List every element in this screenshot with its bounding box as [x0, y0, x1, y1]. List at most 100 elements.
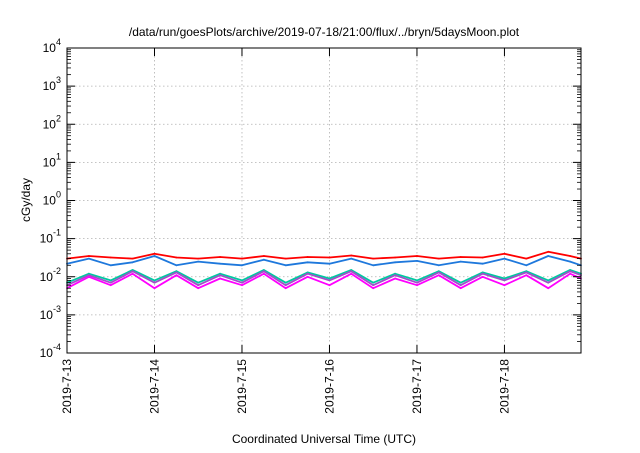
series-2-point	[437, 264, 440, 267]
series-2-point	[569, 260, 571, 263]
series-3-point	[109, 279, 112, 282]
series-2-point	[109, 264, 112, 267]
x-tick-label: 2019-7-16	[322, 359, 336, 414]
series-5-point	[306, 275, 309, 278]
axis-ticks	[66, 47, 581, 354]
y-tick-label: 104	[43, 37, 61, 55]
series-5-point	[109, 284, 112, 287]
series-2-point	[328, 262, 331, 265]
series-3-point	[306, 271, 309, 274]
y-tick-label: 10-1	[40, 228, 61, 246]
series-3-point	[459, 281, 462, 284]
series-1-point	[153, 252, 156, 255]
series-5-point	[459, 287, 462, 290]
series-3-point	[328, 277, 331, 280]
series-1-point	[503, 252, 506, 255]
series-1-point	[416, 255, 418, 257]
series-1-point	[131, 257, 134, 260]
series-2-point	[241, 264, 243, 267]
series-4-point	[241, 281, 243, 284]
series-4-point	[350, 270, 353, 273]
series-5-point	[525, 274, 528, 277]
series-4-point	[547, 281, 550, 284]
y-tick-label: 103	[43, 75, 61, 93]
series-4-point	[153, 281, 156, 284]
series-4-point	[328, 279, 331, 282]
series-4-point	[372, 284, 375, 287]
series-1-point	[109, 256, 112, 259]
series-1-point	[306, 256, 309, 258]
series-4-point	[569, 270, 571, 273]
series-5-point	[547, 287, 550, 290]
series-2-point	[372, 264, 375, 267]
y-tick-label: 100	[43, 190, 61, 208]
y-tick-label: 101	[43, 151, 61, 169]
series-3-point	[394, 272, 396, 275]
series-5-point	[481, 275, 484, 278]
series-4-point	[219, 274, 222, 277]
series-group	[66, 250, 582, 290]
series-5-point	[219, 277, 222, 280]
series-1-point	[219, 256, 222, 258]
series-4-point	[503, 279, 506, 282]
series-2-point	[481, 262, 484, 265]
series-4-point	[88, 274, 90, 277]
series-1-point	[350, 254, 353, 257]
series-4-point	[284, 284, 287, 287]
series-5-point	[372, 287, 375, 290]
series-4-point	[416, 281, 418, 284]
series-2-point	[153, 255, 156, 257]
series-3-point	[241, 279, 243, 282]
x-tick-label: 2019-7-13	[60, 359, 74, 414]
series-3-point	[372, 281, 375, 284]
series-5-point	[569, 272, 571, 275]
series-1-point	[569, 255, 571, 257]
series-5-point	[437, 274, 440, 277]
x-axis-label: Coordinated Universal Time (UTC)	[232, 432, 416, 446]
series-2-point	[503, 257, 506, 260]
series-1-point	[175, 256, 178, 259]
series-5-point	[131, 272, 134, 275]
series-4-point	[131, 270, 134, 273]
series-5-point	[153, 287, 156, 290]
series-3-point	[88, 272, 90, 275]
series-4-point	[175, 271, 178, 274]
series-5-point	[416, 284, 418, 287]
series-1-point	[197, 257, 200, 260]
series-5-point	[88, 275, 90, 278]
series-5-point	[284, 287, 287, 290]
x-tick-label: 2019-7-15	[235, 359, 249, 414]
series-1-point	[372, 257, 375, 260]
series-1-point	[284, 257, 287, 260]
series-2-point	[459, 260, 462, 263]
series-4-point	[197, 284, 200, 287]
series-1-point	[525, 257, 528, 260]
series-2-point	[394, 261, 396, 264]
y-axis-label: cGy/day	[19, 178, 33, 222]
series-1-point	[459, 256, 462, 258]
series-5-point	[197, 287, 200, 290]
series-1-point	[437, 257, 440, 260]
series-5-point	[241, 284, 243, 287]
series-3-point	[284, 281, 287, 284]
series-2-point	[306, 261, 309, 264]
series-2-point	[88, 257, 90, 260]
x-tick-label: 2019-7-14	[147, 359, 161, 414]
series-1-point	[263, 255, 265, 257]
series-4-point	[459, 284, 462, 287]
series-2-point	[350, 257, 353, 260]
series-2-point	[263, 258, 265, 261]
series-3-point	[481, 271, 484, 274]
series-2-point	[416, 260, 418, 262]
series-4-point	[525, 271, 528, 274]
series-2-point	[175, 264, 178, 267]
y-tick-label: 10-2	[40, 266, 61, 284]
series-2-point	[131, 261, 134, 264]
series-2-point	[197, 260, 200, 263]
series-1-point	[241, 257, 243, 260]
series-3-point	[153, 279, 156, 282]
x-tick-label: 2019-7-17	[410, 359, 424, 414]
